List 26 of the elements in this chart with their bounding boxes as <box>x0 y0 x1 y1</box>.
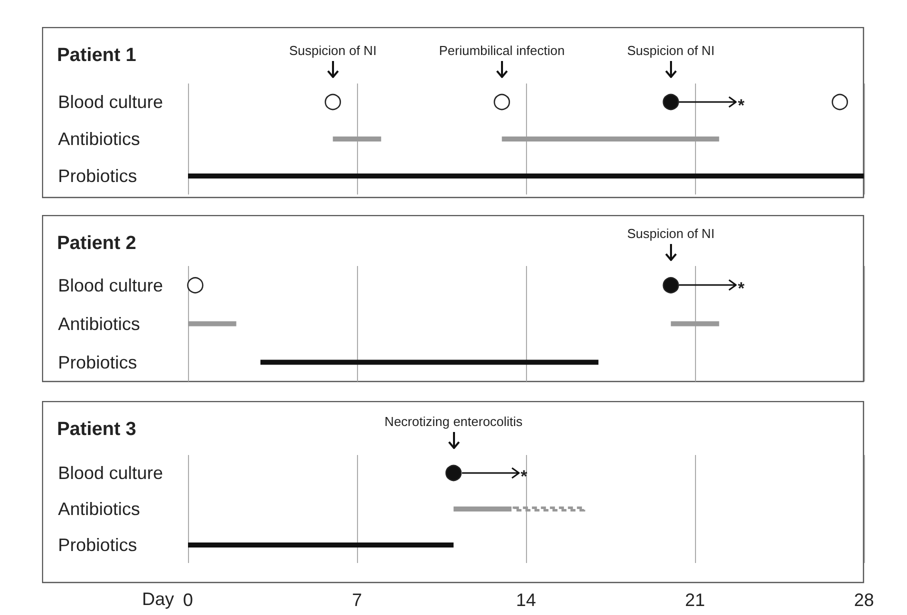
x-axis-title: Day <box>140 589 174 609</box>
annotation: Suspicion of NI <box>289 43 377 59</box>
y-tick-label: Antibiotics <box>58 129 140 149</box>
annotation: Suspicion of NI <box>627 43 715 59</box>
chart-title: Patient 1 <box>57 45 137 66</box>
y-tick-label: Blood culture <box>58 275 164 296</box>
chart-title: Patient 3 <box>57 419 136 440</box>
annotation: Periumbilical infection <box>438 43 565 59</box>
x-tick-label: 0 <box>182 590 194 610</box>
annotation: * <box>738 279 744 298</box>
y-tick-label: Blood culture <box>58 463 164 483</box>
y-tick-label: Probiotics <box>58 535 138 555</box>
y-tick-label: Probiotics <box>58 352 138 372</box>
annotation: * <box>520 467 528 486</box>
x-tick-label: 21 <box>684 590 706 610</box>
chart-title: Patient 2 <box>57 233 136 254</box>
y-tick-label: Antibiotics <box>58 314 140 334</box>
annotation: Necrotizing enterocolitis <box>384 414 523 430</box>
annotation: Suspicion of NI <box>627 226 715 242</box>
annotation: * <box>738 96 744 115</box>
x-tick-label: 7 <box>352 590 362 610</box>
x-tick-label: 28 <box>854 590 874 610</box>
x-tick-label: 14 <box>516 590 536 610</box>
y-tick-label: Antibiotics <box>58 499 140 519</box>
y-tick-label: Probiotics <box>58 166 138 186</box>
y-tick-label: Blood culture <box>58 92 164 112</box>
